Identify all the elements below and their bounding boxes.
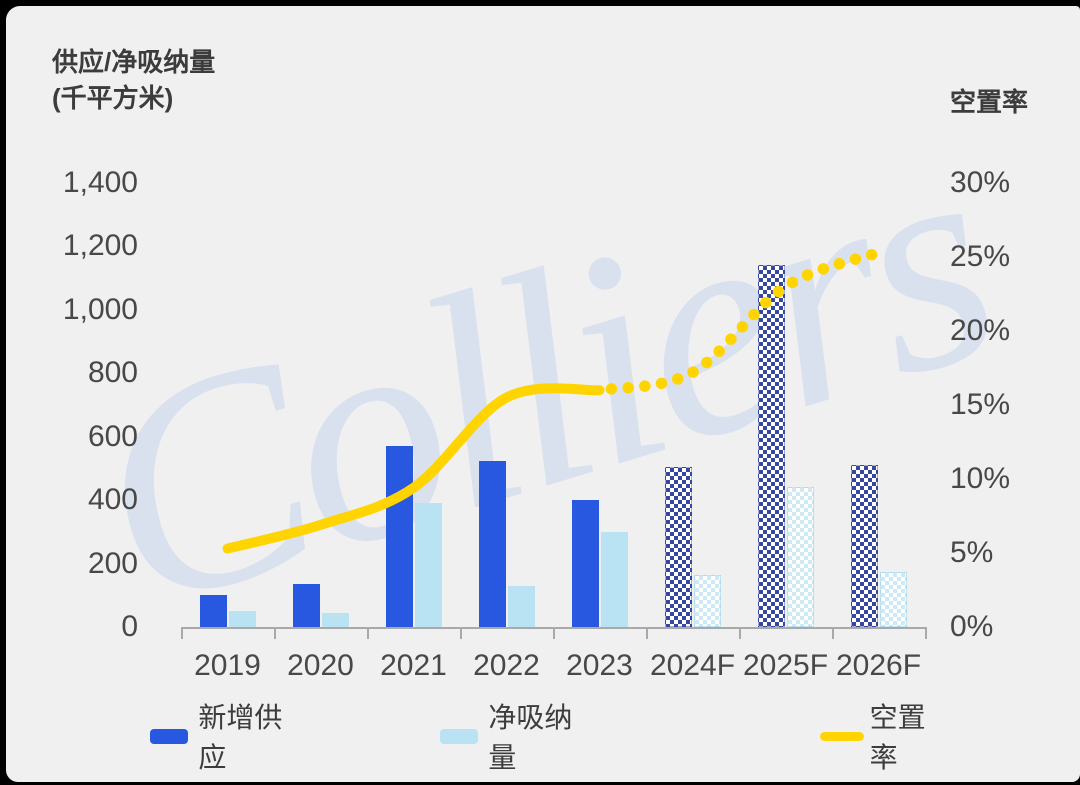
y-axis-right-tick-label: 10% xyxy=(950,462,1011,495)
legend-label-new-supply: 新增供应 xyxy=(198,702,283,773)
legend: 新增供应 净吸纳量 空置率 xyxy=(150,696,940,776)
left-axis-title: 供应/净吸纳量 (千平方米) xyxy=(52,44,215,116)
chart-card: Colliers 供应/净吸纳量 (千平方米) 空置率 新增供应 净吸纳量 xyxy=(6,6,1080,782)
y-axis-right-tick-label: 15% xyxy=(950,388,1011,421)
legend-item-net-absorption: 净吸纳量 xyxy=(439,696,582,776)
legend-swatch-new-supply xyxy=(150,728,189,744)
bar-net-absorption-2025F xyxy=(786,487,814,627)
colliers-watermark: Colliers xyxy=(58,86,1021,674)
bar-net-absorption-2019 xyxy=(228,611,256,627)
x-axis-tick xyxy=(553,627,555,639)
legend-swatch-net-absorption xyxy=(439,728,479,744)
legend-swatch-vacancy-rate xyxy=(819,731,864,741)
bar-net-absorption-2022 xyxy=(507,585,535,627)
bar-new-supply-2021 xyxy=(385,446,413,627)
x-axis-tick-label: 2024F xyxy=(649,649,736,682)
bar-new-supply-2024F xyxy=(664,466,692,627)
x-axis-tick xyxy=(367,627,369,639)
x-axis-tick-label: 2023 xyxy=(566,649,633,682)
legend-item-vacancy-rate: 空置率 xyxy=(819,696,940,776)
x-axis-tick xyxy=(925,627,927,639)
x-axis-tick-label: 2026F xyxy=(835,649,922,682)
y-axis-left-tick-label: 1,000 xyxy=(62,292,138,326)
x-axis-tick xyxy=(274,627,276,639)
y-axis-left-tick-label: 1,200 xyxy=(62,229,138,263)
x-axis-tick xyxy=(739,627,741,639)
x-axis-tick xyxy=(646,627,648,639)
bar-net-absorption-2021 xyxy=(414,503,442,627)
bar-net-absorption-2026F xyxy=(879,571,907,627)
bar-net-absorption-2023 xyxy=(600,531,628,627)
y-axis-left-tick-label: 400 xyxy=(87,483,138,517)
x-axis-tick xyxy=(460,627,462,639)
left-axis-title-line2: (千平方米) xyxy=(52,83,174,113)
bar-net-absorption-2020 xyxy=(321,612,349,627)
y-axis-left-tick-label: 600 xyxy=(87,419,138,453)
x-axis-tick xyxy=(832,627,834,639)
left-axis-title-line1: 供应/净吸纳量 xyxy=(52,47,216,77)
y-axis-right-tick-label: 20% xyxy=(950,314,1011,347)
y-axis-right-tick-label: 25% xyxy=(950,240,1011,273)
y-axis-left-tick-label: 200 xyxy=(87,546,138,580)
y-axis-right-tick-label: 30% xyxy=(950,166,1011,199)
bar-new-supply-2023 xyxy=(571,500,599,627)
y-axis-right-tick-label: 0% xyxy=(950,610,994,643)
bar-net-absorption-2024F xyxy=(693,574,721,627)
legend-label-net-absorption: 净吸纳量 xyxy=(488,702,573,773)
bar-new-supply-2022 xyxy=(478,460,506,627)
legend-label-vacancy-rate: 空置率 xyxy=(869,702,926,773)
right-axis-title: 空置率 xyxy=(950,87,1029,117)
bar-new-supply-2026F xyxy=(850,465,878,627)
chart-stage: Colliers 供应/净吸纳量 (千平方米) 空置率 新增供应 净吸纳量 xyxy=(6,6,1080,782)
bar-new-supply-2025F xyxy=(757,265,785,627)
y-axis-left-tick-label: 1,400 xyxy=(62,166,138,199)
y-axis-right-tick-label: 5% xyxy=(950,536,994,569)
y-axis-left-tick-label: 0 xyxy=(121,610,138,643)
x-axis-tick-label: 2022 xyxy=(473,649,540,682)
bar-new-supply-2020 xyxy=(292,584,320,627)
legend-item-new-supply: 新增供应 xyxy=(150,696,292,776)
y-axis-left-tick-label: 800 xyxy=(87,356,138,390)
x-axis-tick xyxy=(181,627,183,639)
x-axis-tick-label: 2019 xyxy=(194,649,261,682)
bar-new-supply-2019 xyxy=(199,595,227,627)
x-axis-tick-label: 2020 xyxy=(287,649,354,682)
x-axis-tick-label: 2021 xyxy=(380,649,447,682)
x-axis-tick-label: 2025F xyxy=(742,649,829,682)
